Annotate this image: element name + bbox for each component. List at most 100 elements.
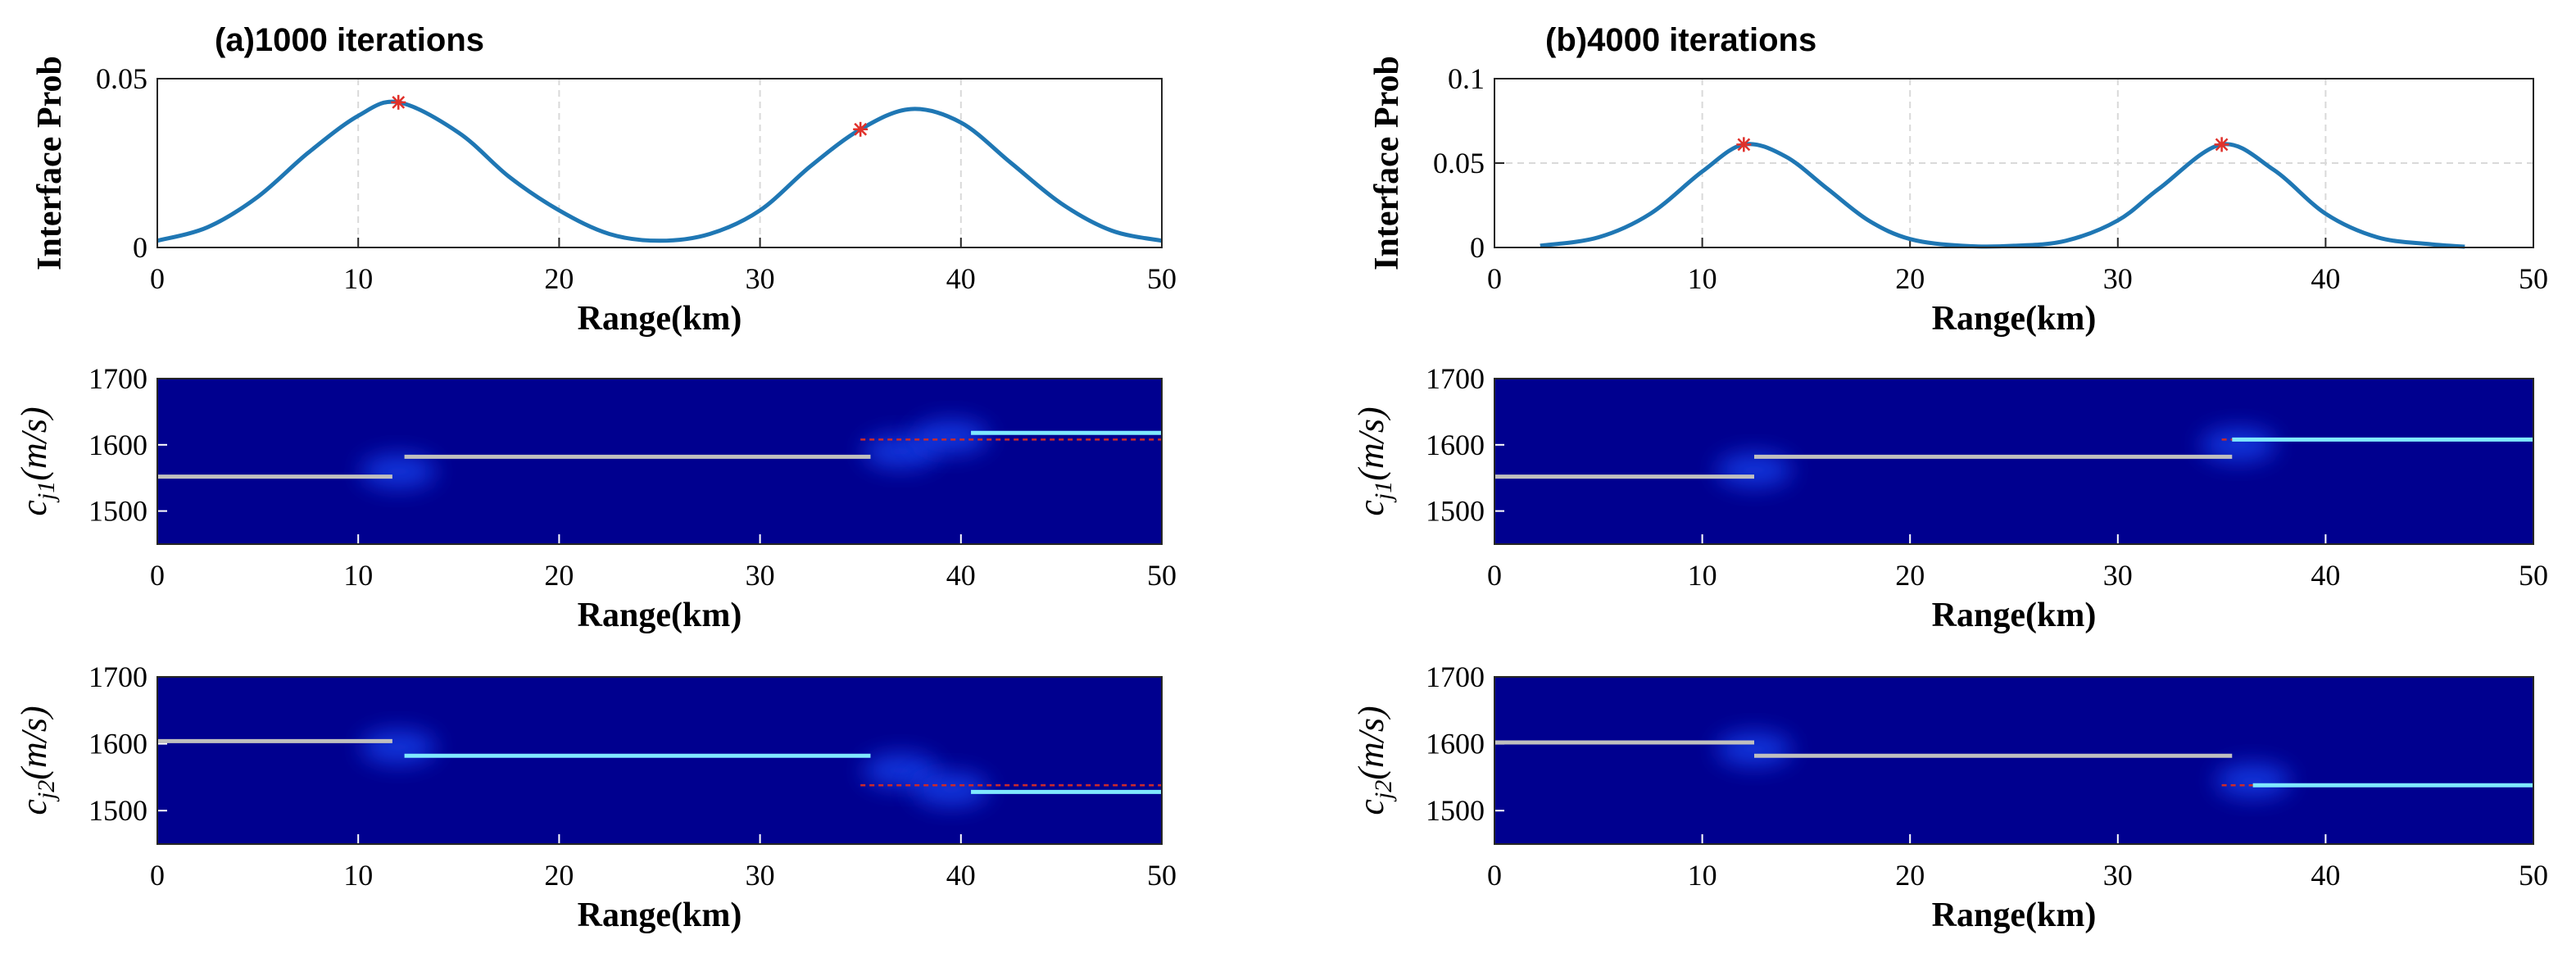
- b-cj1-x-tick-label: 30: [2103, 559, 2133, 592]
- a-cj1-x-axis-label: Range(km): [578, 597, 742, 634]
- a-prob-probability-curve: [156, 99, 1163, 243]
- b-cj1-plot-area: [1494, 379, 2533, 544]
- b-prob-x-tick-label: 0: [1487, 262, 1502, 295]
- chart-a-cj1: 0 10 20 30 40 50 1500 1600 1700 Range(km) cj1(m/s): [14, 362, 1177, 634]
- b-cj2-y-tick-label: 1600: [1426, 728, 1485, 760]
- b-cj2-y-tick-label: 1700: [1426, 661, 1485, 693]
- a-prob-y-tick-label: 0: [133, 231, 147, 264]
- a-cj2-x-tick-label: 0: [150, 859, 165, 892]
- a-cj1-x-tick-label: 40: [946, 559, 976, 592]
- b-cj1-x-tick-label: 10: [1688, 559, 1717, 592]
- a-prob-marker-stroke: [392, 95, 406, 109]
- a-cj2-x-axis-label: Range(km): [578, 897, 742, 934]
- a-cj1-y-axis-label: cj1(m/s): [14, 406, 60, 515]
- b-cj2-y-axis-label: cj2(m/s): [1351, 706, 1397, 815]
- b-cj2-x-tick-label: 40: [2311, 859, 2340, 892]
- a-prob-x-tick-label: 30: [746, 262, 775, 295]
- a-cj2-y-tick-label: 1700: [88, 661, 147, 693]
- b-cj1-y-tick-label: 1700: [1426, 362, 1485, 395]
- a-cj2-axes-frame: [156, 676, 1163, 845]
- a-prob-axes-frame: [156, 78, 1163, 248]
- b-cj1-x-tick-label: 40: [2311, 559, 2340, 592]
- a-cj1-y-tick-label: 1600: [88, 429, 147, 461]
- b-prob-x-tick-label: 20: [1895, 262, 1925, 295]
- a-prob-interface-marker: [853, 121, 868, 137]
- b-cj1-y-tick-label: 1500: [1426, 495, 1485, 528]
- a-cj1-y-tick-label: 1500: [88, 495, 147, 528]
- b-cj1-axes-frame: [1494, 378, 2534, 545]
- b-prob-x-axis-label: Range(km): [1932, 300, 2097, 338]
- b-prob-x-tick-label: 30: [2103, 262, 2133, 295]
- a-cj2-x-tick-label: 30: [746, 859, 775, 892]
- b-prob-marker-stroke: [2215, 138, 2229, 152]
- b-cj2-x-axis-label: Range(km): [1932, 897, 2097, 934]
- a-cj1-plot-area: [157, 379, 1162, 544]
- b-prob-marker-stroke: [1737, 138, 1751, 152]
- a-cj1-x-tick-label: 0: [150, 559, 165, 592]
- a-cj1-x-tick-label: 10: [343, 559, 373, 592]
- a-cj2-probability-blob: [913, 773, 989, 806]
- a-prob-interface-marker: [391, 94, 406, 110]
- b-cj1-x-tick-label: 20: [1895, 559, 1925, 592]
- b-cj2-x-tick-label: 0: [1487, 859, 1502, 892]
- a-cj1-y-tick-label: 1700: [88, 362, 147, 395]
- b-prob-y-tick-label: 0: [1470, 231, 1485, 264]
- b-prob-y-axis-label: Interface Prob: [1368, 56, 1406, 270]
- b-cj2-probability-blob: [2215, 764, 2291, 797]
- chart-a-prob: 0 10 20 30 40 50 0 0.05 Range(km) Interface Prob: [31, 56, 1177, 338]
- panel-b-title: (b)4000 iterations: [1545, 22, 1816, 58]
- b-cj1-x-tick-label: 0: [1487, 559, 1502, 592]
- a-prob-x-axis-label: Range(km): [578, 300, 742, 338]
- a-cj1-axes-frame: [156, 378, 1163, 545]
- b-cj1-x-tick-label: 50: [2519, 559, 2548, 592]
- a-cj2-x-tick-label: 20: [544, 859, 574, 892]
- b-prob-interface-marker: [1736, 137, 1752, 152]
- a-cj1-x-tick-label: 50: [1147, 559, 1177, 592]
- a-cj2-y-tick-label: 1500: [88, 794, 147, 827]
- a-prob-x-tick-label: 50: [1147, 262, 1177, 295]
- b-cj2-axes-frame: [1494, 676, 2534, 845]
- b-prob-interface-marker: [2214, 137, 2229, 152]
- b-prob-x-tick-label: 50: [2519, 262, 2548, 295]
- b-cj2-x-tick-label: 10: [1688, 859, 1717, 892]
- a-cj1-x-tick-label: 20: [544, 559, 574, 592]
- a-prob-plot-area: [157, 79, 1162, 247]
- chart-b-prob: 0 10 20 30 40 50 0 0.05 0.1 Range(km) Interface Pr…: [1368, 56, 2548, 338]
- b-prob-x-tick-label: 10: [1688, 262, 1717, 295]
- a-cj2-plot-area: [157, 677, 1162, 844]
- a-prob-y-axis-label: Interface Prob: [31, 56, 69, 270]
- b-cj2-probability-blob: [1717, 733, 1792, 766]
- b-cj1-y-axis-label: cj1(m/s): [1351, 406, 1397, 515]
- a-prob-y-tick-label: 0.05: [96, 62, 147, 95]
- b-prob-y-tick-label: 0.1: [1448, 62, 1485, 95]
- b-prob-probability-curve: [1540, 142, 2465, 249]
- b-cj2-plot-area: [1494, 677, 2533, 844]
- a-cj2-x-tick-label: 50: [1147, 859, 1177, 892]
- b-cj2-x-tick-label: 50: [2519, 859, 2548, 892]
- a-cj2-y-tick-label: 1600: [88, 728, 147, 760]
- b-prob-axes-frame: [1494, 78, 2534, 248]
- chart-a-cj2: 0 10 20 30 40 50 1500 1600 1700 Range(km) cj2(m/s): [14, 661, 1177, 934]
- b-prob-y-tick-label: 0.05: [1433, 147, 1485, 179]
- a-cj2-x-tick-label: 40: [946, 859, 976, 892]
- a-prob-x-tick-label: 0: [150, 262, 165, 295]
- a-cj2-probability-blob: [863, 754, 939, 788]
- b-cj1-y-tick-label: 1600: [1426, 429, 1485, 461]
- b-cj2-x-tick-label: 20: [1895, 859, 1925, 892]
- a-prob-x-tick-label: 40: [946, 262, 976, 295]
- a-cj2-x-tick-label: 10: [343, 859, 373, 892]
- b-prob-x-tick-label: 40: [2311, 262, 2340, 295]
- a-prob-x-tick-label: 20: [544, 262, 574, 295]
- b-cj2-y-tick-label: 1500: [1426, 794, 1485, 827]
- chart-b-cj2: 0 10 20 30 40 50 1500 1600 1700 Range(km) cj2(m/s): [1351, 661, 2548, 934]
- a-cj1-probability-blob: [913, 420, 989, 454]
- panel-a-title: (a)1000 iterations: [215, 22, 484, 58]
- b-cj1-x-axis-label: Range(km): [1932, 597, 2097, 634]
- b-cj2-x-tick-label: 30: [2103, 859, 2133, 892]
- a-prob-marker-stroke: [854, 122, 868, 136]
- a-cj1-x-tick-label: 30: [746, 559, 775, 592]
- a-cj2-y-axis-label: cj2(m/s): [14, 706, 60, 815]
- a-prob-x-tick-label: 10: [343, 262, 373, 295]
